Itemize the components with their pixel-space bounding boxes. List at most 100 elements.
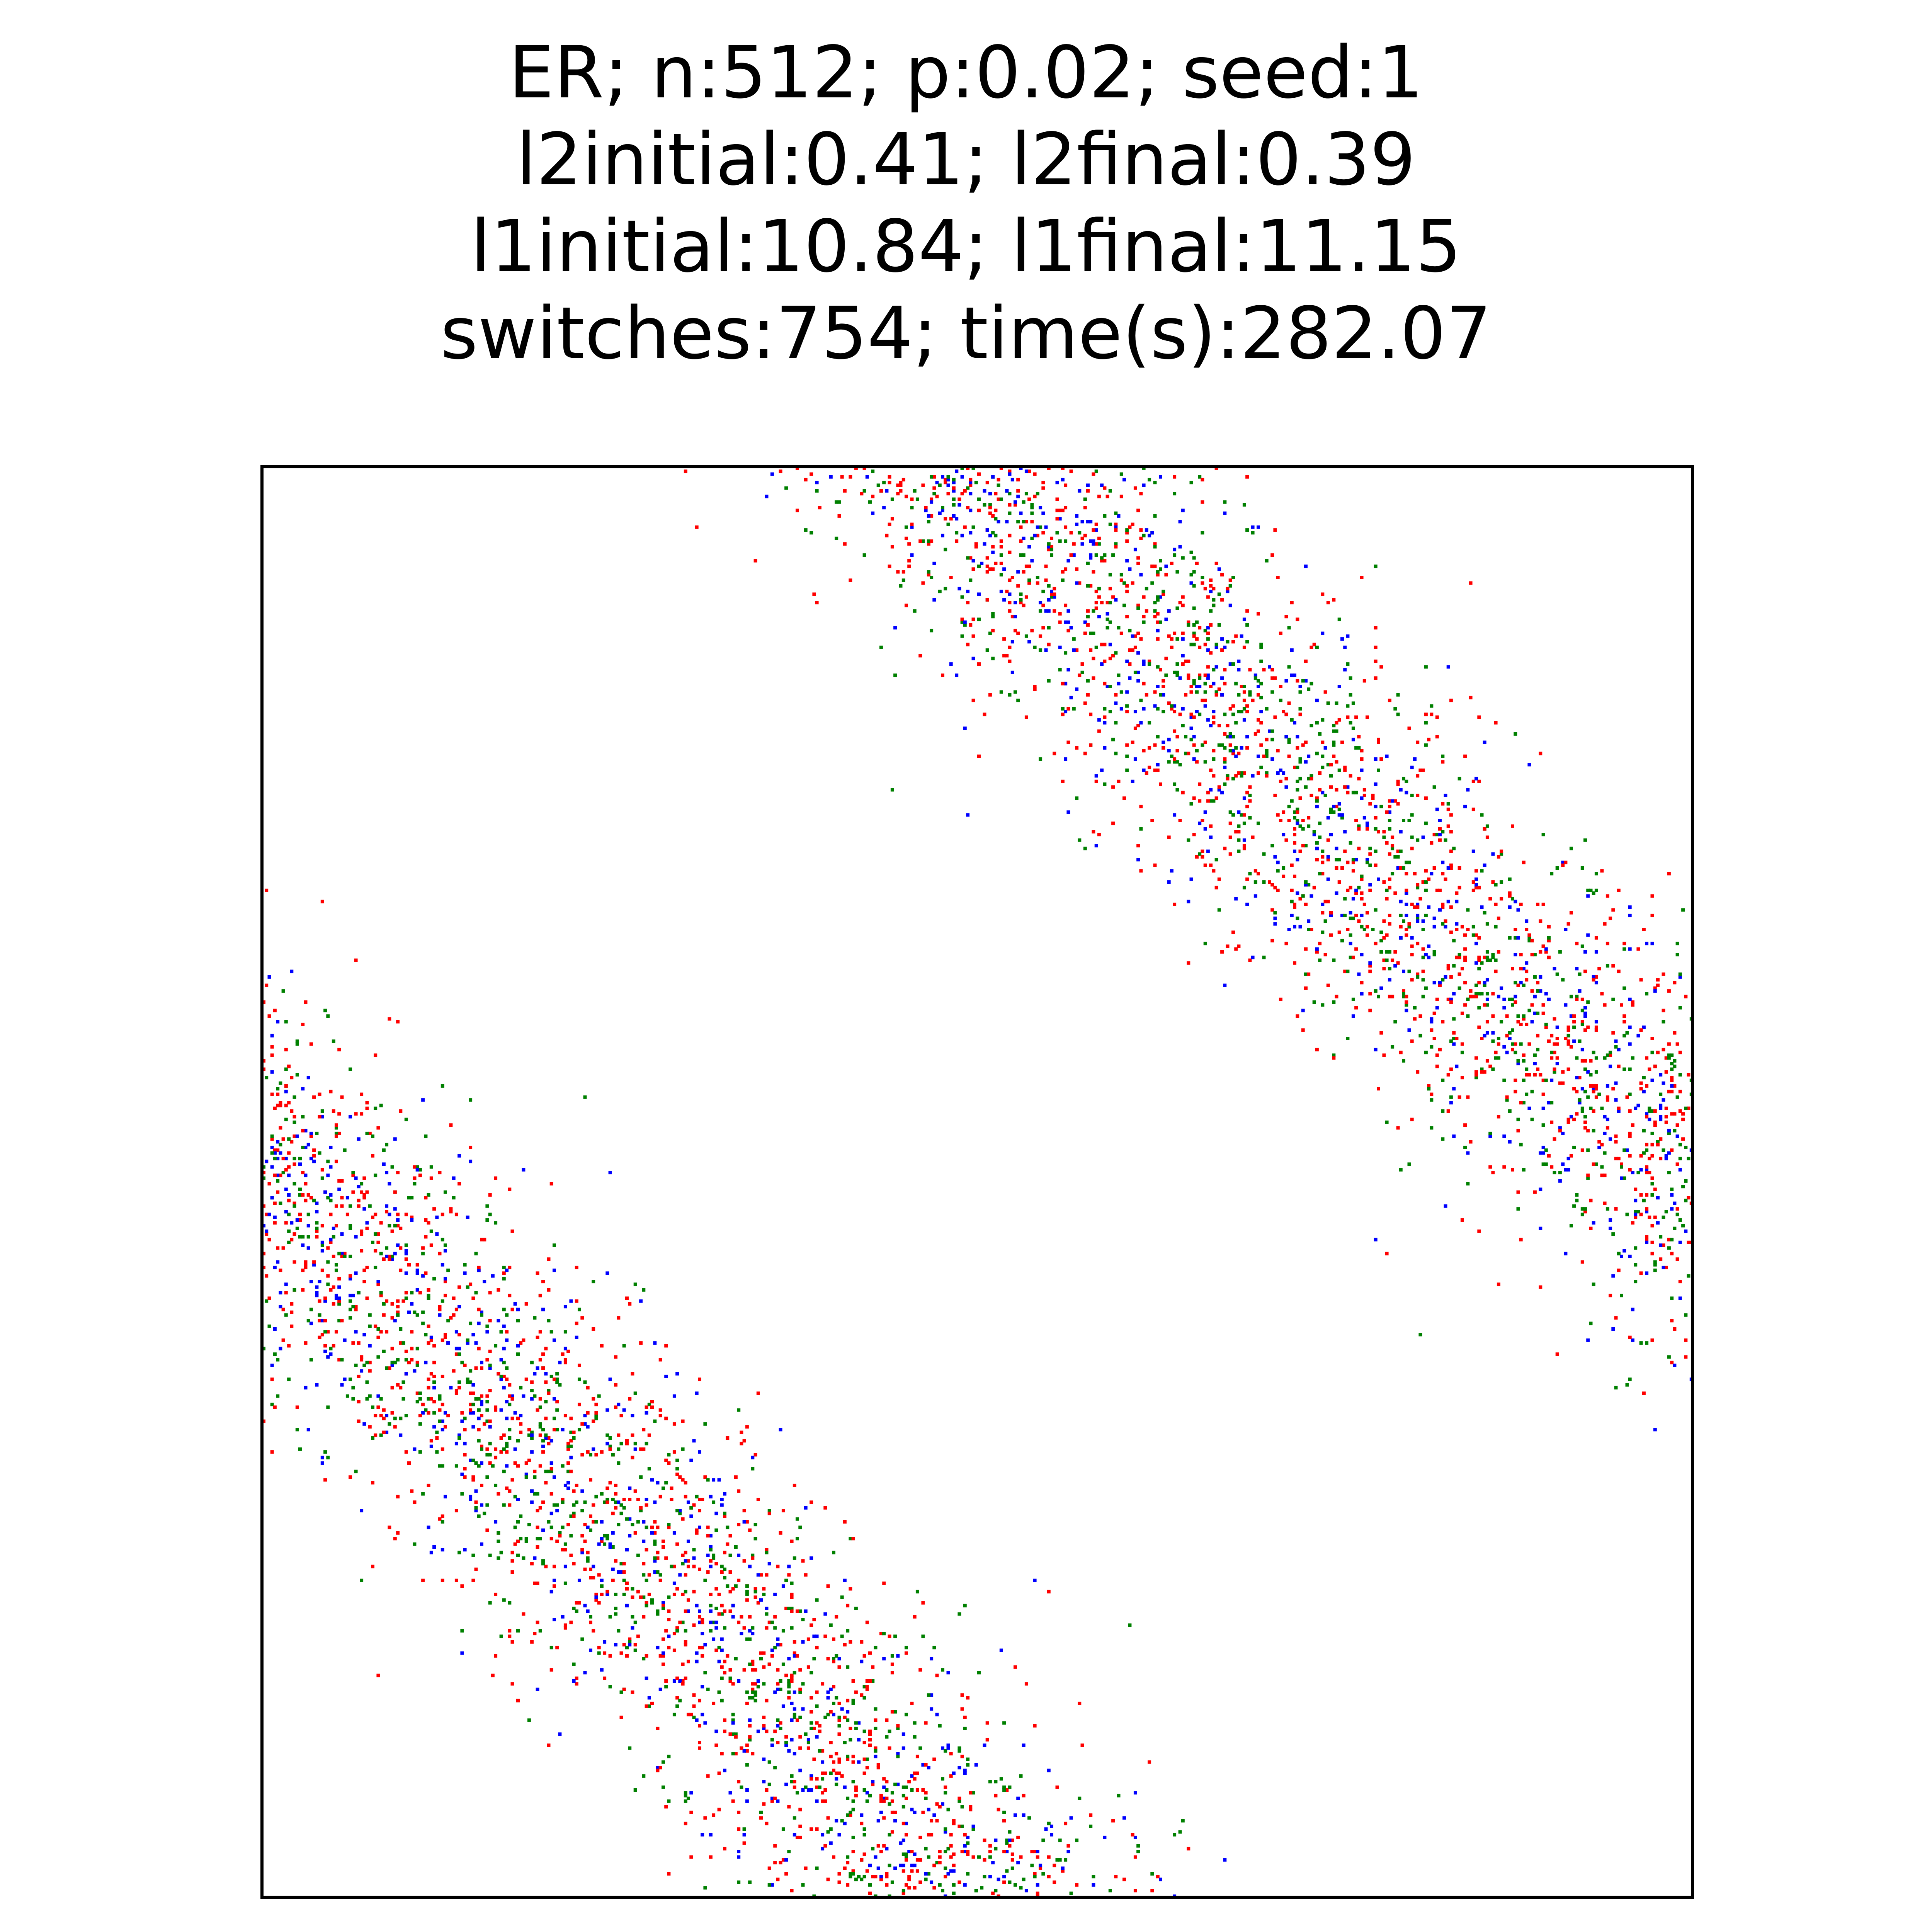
data-point (810, 472, 813, 476)
data-point (522, 1168, 526, 1172)
data-point (779, 1531, 782, 1535)
data-point (734, 1752, 738, 1755)
data-point (726, 1542, 730, 1546)
data-point (1396, 855, 1400, 859)
data-point (407, 1361, 411, 1364)
data-point (1605, 1098, 1609, 1102)
data-point (1673, 1327, 1677, 1331)
data-point (1650, 1131, 1654, 1135)
data-point (723, 1769, 726, 1772)
data-point (1136, 670, 1140, 674)
data-point (667, 1453, 671, 1457)
data-point (1156, 573, 1160, 577)
data-point (527, 1718, 531, 1722)
data-point (1561, 1162, 1565, 1166)
data-point (952, 514, 956, 518)
data-point (376, 1394, 380, 1398)
data-point (1064, 567, 1068, 571)
data-point (1483, 956, 1486, 959)
data-point (1335, 729, 1338, 733)
data-point (1086, 679, 1090, 683)
data-point (357, 1374, 361, 1378)
data-point (647, 1696, 651, 1700)
data-point (1405, 928, 1408, 931)
data-point (1148, 1760, 1151, 1764)
data-point (1201, 478, 1204, 481)
data-point (1133, 634, 1137, 638)
data-point (731, 1682, 735, 1686)
data-point (633, 1442, 637, 1446)
data-point (1628, 1154, 1632, 1158)
data-point (440, 1238, 444, 1242)
data-point (533, 1469, 537, 1473)
data-point (1553, 1051, 1556, 1054)
data-point (365, 1397, 369, 1401)
data-point (662, 1654, 665, 1658)
data-point (1678, 1240, 1682, 1244)
data-point (1159, 668, 1162, 672)
data-point (1622, 1020, 1626, 1024)
data-point (1187, 900, 1190, 903)
data-point (905, 604, 908, 607)
data-point (575, 1335, 578, 1339)
data-point (656, 1609, 660, 1613)
data-point (1002, 1875, 1006, 1879)
data-point (351, 1386, 355, 1389)
data-point (449, 1207, 453, 1211)
data-point (901, 1821, 905, 1825)
data-point (382, 1313, 386, 1317)
data-point (983, 1858, 986, 1862)
data-point (1550, 1051, 1554, 1054)
data-point (586, 1556, 590, 1560)
data-point (494, 1456, 498, 1459)
data-point (617, 1629, 621, 1633)
data-point (1027, 640, 1031, 644)
data-point (1148, 721, 1151, 724)
data-point (1203, 863, 1207, 867)
data-point (1514, 981, 1517, 985)
data-point (1259, 682, 1263, 685)
data-point (1514, 1078, 1517, 1082)
data-point (748, 1565, 752, 1568)
data-point (273, 1106, 277, 1110)
data-point (806, 1741, 810, 1745)
data-point (488, 1319, 492, 1323)
data-point (1410, 936, 1414, 940)
data-point (1016, 489, 1020, 493)
data-point (890, 1799, 894, 1803)
data-point (1550, 1101, 1554, 1105)
data-point (1349, 917, 1352, 920)
data-point (309, 1156, 313, 1160)
data-point (723, 1551, 726, 1554)
data-point (1416, 794, 1420, 797)
data-point (717, 1771, 721, 1775)
data-point (960, 492, 964, 496)
data-point (1578, 1098, 1582, 1102)
data-point (460, 1584, 464, 1588)
data-point (323, 1299, 327, 1303)
data-point (642, 1288, 646, 1292)
data-point (941, 475, 944, 479)
data-point (1416, 903, 1420, 906)
data-point (957, 1880, 961, 1884)
data-point (1209, 824, 1213, 828)
data-point (262, 1067, 265, 1071)
data-point (991, 531, 995, 535)
data-point (1242, 685, 1246, 688)
data-point (1650, 1051, 1654, 1054)
data-point (1276, 869, 1280, 873)
data-point (494, 1408, 498, 1412)
data-point (930, 1693, 934, 1697)
data-point (1008, 578, 1012, 582)
data-point (1125, 539, 1129, 543)
data-point (1223, 511, 1227, 515)
data-point (1553, 1042, 1556, 1046)
data-point (793, 1833, 796, 1837)
data-point (1458, 972, 1461, 976)
data-point (1564, 1037, 1568, 1040)
data-point (513, 1461, 517, 1465)
data-point (985, 481, 989, 485)
data-point (343, 1148, 347, 1152)
data-point (977, 1671, 981, 1675)
data-point (1678, 1156, 1682, 1160)
